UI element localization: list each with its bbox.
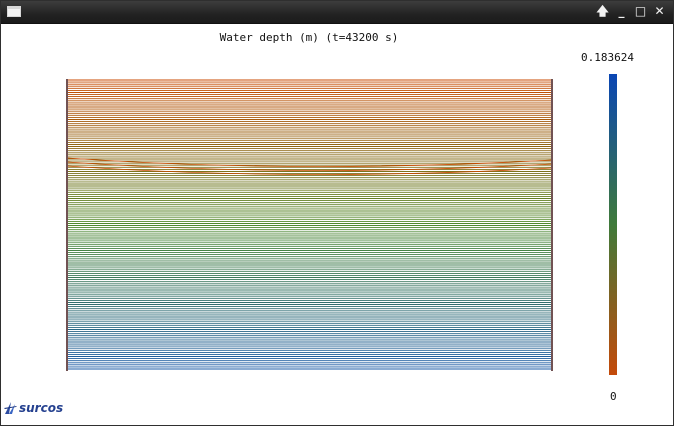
- surcos-logo-icon: [4, 402, 17, 414]
- wave-band-line: [66, 157, 553, 167]
- surcos-logo-text: surcos: [19, 401, 64, 415]
- colorbar: [609, 74, 617, 375]
- plot-title: Water depth (m) (t=43200 s): [219, 31, 399, 44]
- minimize-icon[interactable]: _: [618, 4, 625, 18]
- surcos-logo: surcos: [4, 400, 63, 415]
- colorbar-min-label: 0: [610, 390, 617, 403]
- depth-lines: [66, 79, 553, 370]
- window-controls: 🡅 _ □ ✕: [595, 3, 667, 20]
- plot-area: Water depth (m) (t=43200 s) 0.183624 0 s…: [1, 24, 673, 425]
- app-icon[interactable]: [7, 6, 21, 17]
- title-bar[interactable]: 🡅 _ □ ✕: [1, 1, 673, 24]
- pin-icon[interactable]: 🡅: [596, 4, 609, 18]
- close-icon[interactable]: ✕: [654, 4, 665, 18]
- colorbar-max-label: 0.183624: [581, 51, 634, 64]
- maximize-icon[interactable]: □: [634, 4, 647, 18]
- wave-band-line: [66, 165, 553, 175]
- water-depth-plot: [66, 79, 553, 371]
- wave-band-line: [66, 161, 553, 171]
